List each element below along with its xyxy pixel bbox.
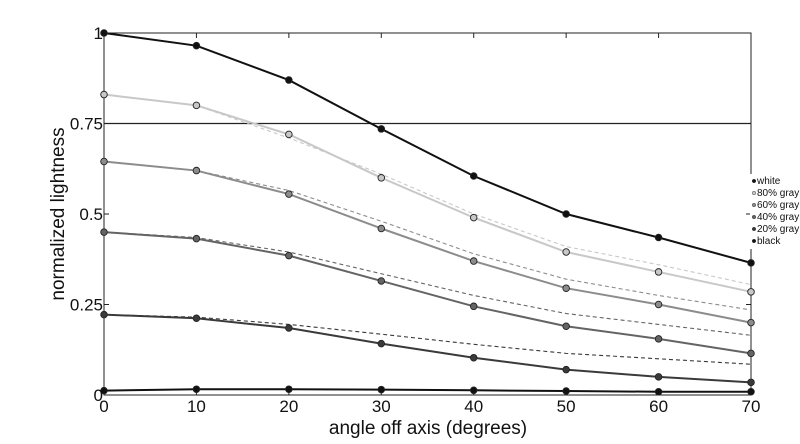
data-point (100, 90, 108, 99)
data-point (469, 302, 478, 311)
data-point (747, 318, 755, 327)
x-axis-label: angle off axis (degrees) (329, 418, 527, 439)
data-point (747, 259, 755, 267)
legend-label: 80% gray (757, 188, 799, 199)
data-point (377, 277, 386, 285)
data-point (469, 386, 478, 395)
x-tick-label: 60 (649, 397, 668, 416)
legend-marker (752, 178, 757, 183)
data-point (469, 213, 478, 222)
data-point (562, 365, 570, 374)
data-point (377, 339, 386, 348)
data-point (377, 125, 386, 133)
series-60-gray (100, 157, 755, 327)
x-tick-label: 30 (372, 397, 391, 416)
legend-marker (752, 202, 757, 207)
x-tick-label: 20 (279, 397, 298, 416)
y-tick-label: 1 (94, 24, 103, 43)
legend-label: white (756, 176, 781, 187)
plot-area (100, 29, 755, 396)
y-tick-label: 0.5 (79, 205, 103, 224)
tick-labels: 0 10 20 30 40 50 60 70 0 0.25 0.5 0.75 1 (70, 24, 761, 416)
data-point (192, 166, 201, 175)
legend-box (750, 174, 798, 249)
data-point (100, 29, 108, 37)
data-point (192, 385, 201, 393)
series-reference-line (103, 231, 752, 336)
series-line (103, 93, 752, 293)
series-reference-line (103, 93, 752, 286)
x-tick-label: 0 (99, 397, 108, 416)
data-point (100, 386, 108, 395)
x-tick-label: 40 (464, 397, 483, 416)
data-point (377, 224, 386, 233)
data-point (562, 284, 570, 292)
series-line (103, 231, 752, 355)
data-point (747, 349, 755, 358)
data-point (285, 76, 293, 84)
data-point (100, 310, 108, 319)
legend-marker (752, 238, 757, 243)
data-point (747, 387, 755, 396)
data-point (285, 324, 293, 332)
series-white (100, 29, 755, 267)
data-point (469, 353, 478, 362)
legend-label: black (757, 236, 781, 247)
data-point (747, 378, 755, 387)
data-point (654, 387, 663, 396)
legend-label: 20% gray (757, 224, 799, 235)
series-line (103, 160, 752, 324)
legend-marker (752, 214, 757, 219)
data-point (562, 210, 570, 218)
data-point (192, 234, 201, 243)
series-line (103, 32, 752, 264)
data-point (377, 385, 386, 394)
y-tick-label: 0 (94, 386, 103, 405)
x-tick-label: 70 (742, 397, 761, 416)
legend-label: 60% gray (757, 200, 799, 211)
data-point (654, 300, 663, 309)
data-point (100, 157, 108, 166)
series-80-gray (100, 90, 755, 296)
series-40-gray (100, 228, 755, 358)
data-point (192, 314, 201, 323)
data-point (285, 385, 293, 393)
data-point (469, 257, 478, 265)
data-point (285, 130, 293, 139)
y-tick-label: 0.75 (70, 115, 103, 134)
plot-frame (103, 32, 752, 396)
data-point (562, 322, 570, 330)
data-point (562, 248, 570, 256)
data-point (285, 251, 293, 260)
legend-marker (752, 190, 757, 195)
y-axis-label: normalized lightness (48, 127, 69, 300)
series-20-gray (100, 310, 755, 387)
series-reference-line (103, 314, 752, 365)
data-point (654, 335, 663, 343)
x-tick-label: 10 (187, 397, 206, 416)
series-line (103, 388, 751, 393)
data-point (192, 41, 201, 50)
data-point (192, 101, 201, 110)
series-black (100, 385, 755, 396)
data-point (562, 387, 570, 395)
data-point (285, 190, 293, 198)
data-point (654, 233, 663, 242)
legend-label: 40% gray (757, 212, 799, 223)
data-point (654, 268, 663, 276)
series-line (103, 313, 752, 384)
data-point (654, 373, 663, 381)
data-point (747, 288, 755, 296)
data-point (100, 228, 108, 236)
legend-marker (752, 226, 757, 231)
x-tick-label: 50 (557, 397, 576, 416)
data-point (377, 174, 386, 182)
y-tick-label: 0.25 (70, 296, 103, 315)
data-point (469, 172, 478, 180)
